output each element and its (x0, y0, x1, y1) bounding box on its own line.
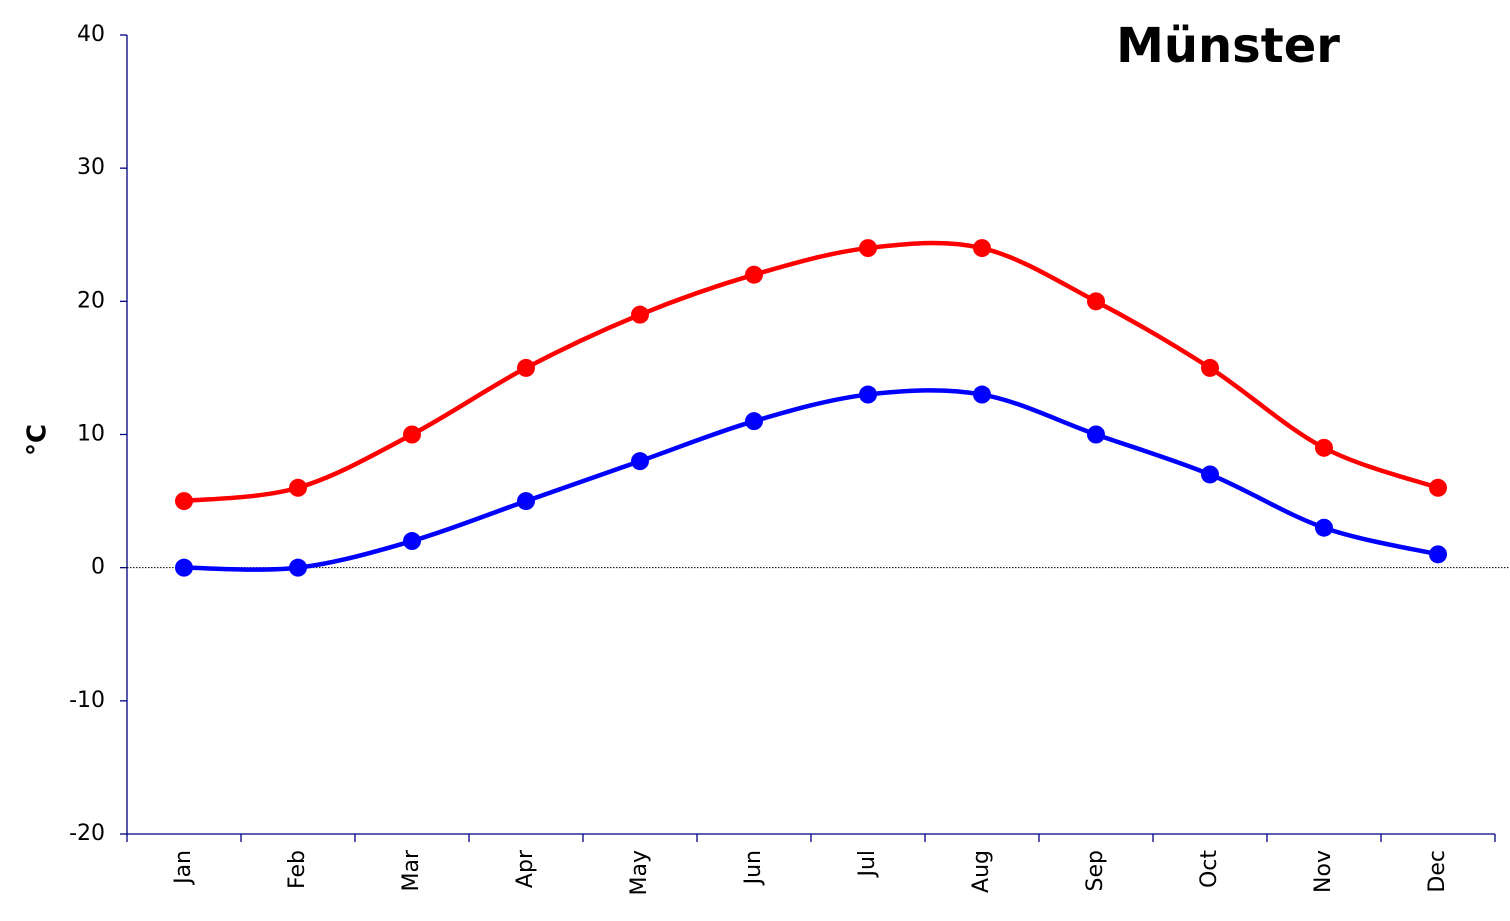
data-point (1087, 425, 1105, 444)
data-point (859, 239, 877, 258)
x-tick-label: Jun (741, 850, 766, 886)
y-tick-label: 10 (77, 422, 105, 447)
data-point (631, 452, 649, 471)
data-point (745, 412, 763, 431)
data-point (745, 265, 763, 284)
data-point (517, 358, 535, 377)
data-point (1201, 358, 1219, 377)
y-tick-label: 30 (77, 155, 105, 180)
data-point (1201, 465, 1219, 484)
data-point (403, 532, 421, 551)
data-point (289, 478, 307, 497)
y-tick-label: -10 (69, 688, 105, 713)
x-tick-label: Feb (285, 850, 310, 889)
data-point (1429, 545, 1447, 564)
y-tick-label: 0 (91, 555, 105, 580)
x-tick-label: Mar (399, 849, 424, 891)
data-point (403, 425, 421, 444)
x-tick-label: Jan (171, 850, 196, 886)
data-point (175, 558, 193, 577)
series-line (183, 388, 1439, 572)
data-point (175, 492, 193, 511)
data-point (1429, 478, 1447, 497)
y-tick-label: -20 (69, 821, 105, 846)
x-tick-label: Jul (855, 850, 880, 879)
data-point (517, 492, 535, 511)
data-point (289, 558, 307, 577)
y-tick-label: 40 (77, 22, 105, 47)
data-point (973, 239, 991, 258)
data-point (631, 305, 649, 324)
y-axis-label: °C (23, 424, 53, 456)
x-tick-label: Aug (969, 850, 994, 893)
x-tick-label: Apr (513, 849, 538, 888)
chart-title: Münster (1116, 18, 1340, 74)
x-tick-label: Oct (1197, 850, 1222, 888)
data-point (1087, 292, 1105, 311)
x-tick-label: Dec (1425, 850, 1450, 893)
data-point (1315, 438, 1333, 457)
x-tick-label: Sep (1083, 850, 1108, 891)
data-point (1315, 518, 1333, 537)
data-point (973, 385, 991, 404)
x-tick-label: Nov (1311, 850, 1336, 893)
y-tick-label: 20 (77, 288, 105, 313)
series-line (183, 240, 1439, 504)
data-point (859, 385, 877, 404)
x-tick-label: May (627, 850, 652, 895)
